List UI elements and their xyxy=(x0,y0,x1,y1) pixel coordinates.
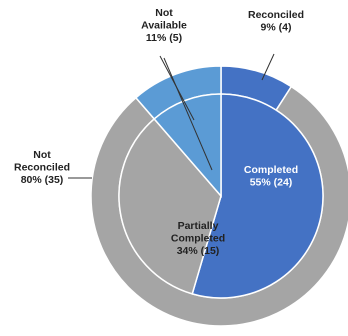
leader-not-available-inner xyxy=(163,57,213,171)
inner-slice-0-label: Completed 55% (24) xyxy=(244,164,298,189)
inner-slice-0 xyxy=(191,93,324,299)
inner-slice-2 xyxy=(153,93,222,199)
leader-reconciled xyxy=(261,53,275,81)
inner-slice-1-label: Partially Completed 34% (15) xyxy=(171,220,225,257)
slice-labels: Reconciled 9% (4) Not Reconciled 80% (35) Not… xyxy=(14,7,304,257)
leader-lines xyxy=(68,53,275,179)
rings xyxy=(90,65,348,327)
outer-slice-0-label: Reconciled 9% (4) xyxy=(248,9,304,34)
outer-slice-2-label: Not Available 11% (5) xyxy=(141,7,187,44)
inner-slice-1 xyxy=(118,117,222,295)
outer-slice-1-label: Not Reconciled 80% (35) xyxy=(14,149,70,186)
